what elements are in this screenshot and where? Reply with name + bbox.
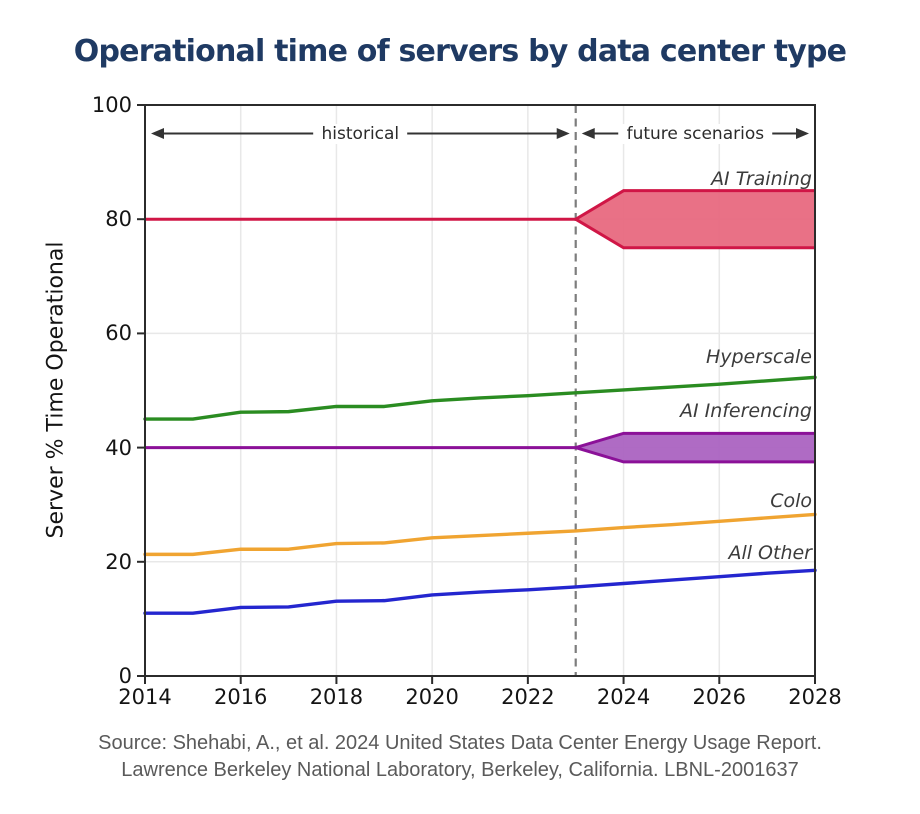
plot-border xyxy=(144,104,816,677)
series-colo-line xyxy=(143,512,817,557)
series-label-ai-training: AI Training xyxy=(711,168,812,191)
arrowhead-right-icon xyxy=(796,128,809,140)
series-ai-training-band xyxy=(575,190,815,248)
series-label-hyperscale: Hyperscale xyxy=(705,345,812,368)
annotation-future-scenarios: future scenarios xyxy=(618,123,773,144)
arrowhead-left-icon xyxy=(151,128,164,140)
series-label-colo: Colo xyxy=(770,490,812,513)
arrowhead-right-icon xyxy=(556,128,570,140)
series-label-ai-inferencing: AI Inferencing xyxy=(679,400,812,423)
series-hyperscale-line xyxy=(143,375,817,421)
series-all-other-line xyxy=(143,568,817,615)
source-citation: Source: Shehabi, A., et al. 2024 United … xyxy=(0,730,920,784)
source-line-2: Lawrence Berkeley National Laboratory, B… xyxy=(121,759,799,781)
arrowhead-left-icon xyxy=(581,128,595,140)
series-ai-inferencing-band xyxy=(575,433,815,462)
annotation-historical: historical xyxy=(313,123,408,144)
source-line-1: Source: Shehabi, A., et al. 2024 United … xyxy=(98,732,822,754)
series-label-all-other: All Other xyxy=(728,542,812,565)
chart-title: Operational time of servers by data cent… xyxy=(73,34,847,69)
